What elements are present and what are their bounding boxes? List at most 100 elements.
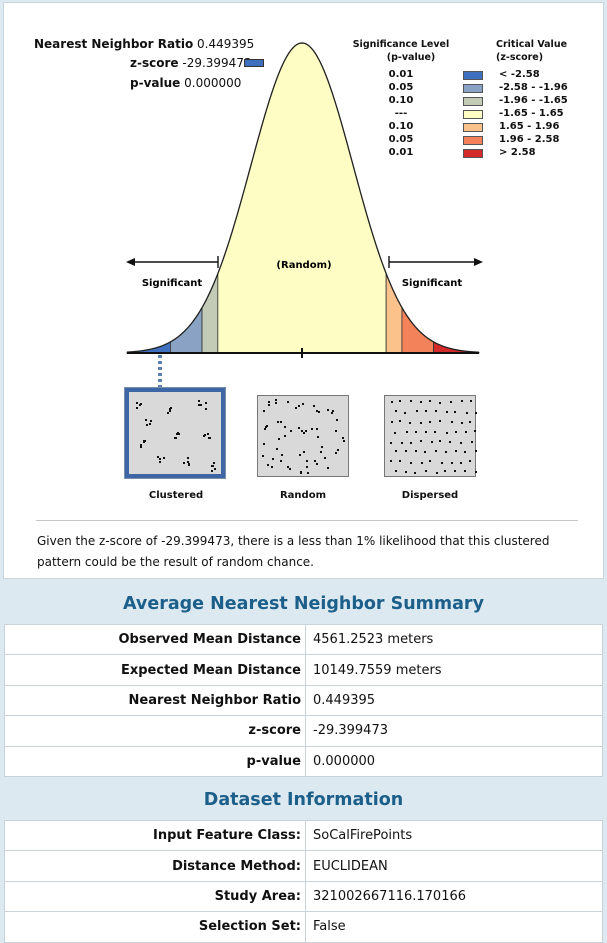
pattern-dot bbox=[305, 430, 308, 433]
pattern-dot bbox=[419, 401, 422, 404]
pattern-dot bbox=[439, 419, 442, 422]
dataset-row: Study Area: 321002667116.170166 bbox=[4, 880, 603, 913]
pattern-dot bbox=[321, 446, 324, 449]
dataset-value: EUCLIDEAN bbox=[305, 850, 603, 882]
pattern-dot bbox=[198, 400, 201, 403]
pattern-dot bbox=[266, 425, 269, 428]
dataset-key: Distance Method: bbox=[4, 850, 306, 882]
pattern-dot bbox=[286, 466, 289, 469]
pattern-dot bbox=[173, 437, 176, 440]
pattern-dot bbox=[148, 422, 151, 425]
pattern-dot bbox=[275, 401, 278, 404]
result-graphic-panel: (Random) Significant Significant Nearest… bbox=[3, 2, 604, 579]
pattern-dot bbox=[280, 453, 283, 456]
clustered-label: Clustered bbox=[148, 490, 204, 501]
pattern-dot bbox=[400, 442, 403, 445]
pattern-dot bbox=[448, 440, 451, 443]
divider bbox=[36, 520, 578, 521]
nn-ratio-stat: Nearest Neighbor Ratio 0.449395 bbox=[34, 37, 255, 51]
pattern-dot bbox=[265, 426, 268, 429]
pattern-dot bbox=[313, 405, 316, 408]
random-pattern-thumbnail bbox=[257, 395, 349, 477]
legend-swatch bbox=[463, 136, 483, 145]
pattern-dot bbox=[463, 470, 466, 473]
significant-left-arrow-icon bbox=[126, 256, 219, 268]
pattern-dot bbox=[409, 442, 412, 445]
legend-row: 0.05 1.96 - 2.58 bbox=[356, 134, 596, 147]
pattern-dot bbox=[429, 420, 432, 423]
pattern-dot bbox=[280, 420, 283, 423]
pattern-dot bbox=[337, 449, 340, 452]
pattern-dot bbox=[284, 435, 287, 438]
summary-value: 0.000000 bbox=[305, 745, 603, 777]
pattern-dot bbox=[167, 412, 170, 415]
pattern-dot bbox=[145, 423, 148, 426]
pattern-dot bbox=[267, 404, 270, 407]
pattern-dot bbox=[391, 401, 394, 404]
pattern-dot bbox=[474, 471, 477, 474]
pattern-dot bbox=[214, 467, 217, 470]
curve-region bbox=[385, 273, 403, 354]
pattern-dot bbox=[283, 425, 286, 428]
pattern-dot bbox=[271, 465, 274, 468]
summary-key: p-value bbox=[4, 745, 306, 777]
p-value-stat: p-value 0.000000 bbox=[130, 76, 242, 90]
pattern-dot bbox=[169, 409, 172, 412]
legend-sig-value: 0.01 bbox=[388, 69, 414, 80]
pattern-dot bbox=[145, 418, 148, 421]
pattern-dot bbox=[294, 407, 297, 410]
pattern-dot bbox=[177, 433, 180, 436]
dispersed-pattern-thumbnail bbox=[384, 395, 477, 477]
pattern-dot bbox=[454, 411, 457, 414]
dataset-key: Input Feature Class: bbox=[4, 819, 306, 852]
pattern-dot bbox=[398, 460, 401, 463]
dispersed-label: Dispersed bbox=[401, 490, 459, 501]
pattern-dot bbox=[460, 421, 463, 424]
legend-row: 0.01 < -2.58 bbox=[356, 69, 596, 82]
dataset-key: Study Area: bbox=[4, 880, 306, 913]
pattern-dot bbox=[168, 407, 171, 410]
pattern-dot bbox=[425, 410, 428, 413]
legend-swatch bbox=[463, 123, 483, 132]
pattern-dot bbox=[158, 457, 161, 460]
dataset-row: Distance Method: EUCLIDEAN bbox=[4, 850, 603, 882]
pattern-dot bbox=[395, 469, 398, 472]
pattern-dot bbox=[315, 427, 318, 430]
pattern-dot bbox=[327, 466, 330, 469]
dataset-value: SoCalFirePoints bbox=[305, 819, 603, 852]
pattern-dot bbox=[140, 444, 143, 447]
legend-row: 0.01 > 2.58 bbox=[356, 147, 596, 160]
legend-sig-value: 0.10 bbox=[388, 121, 414, 132]
dataset-title: Dataset Information bbox=[203, 790, 404, 810]
legend-crit-value: 1.65 - 1.96 bbox=[499, 121, 560, 132]
pattern-dot bbox=[398, 420, 401, 423]
clustered-pattern-thumbnail bbox=[124, 387, 226, 479]
pattern-dot bbox=[341, 437, 344, 440]
summary-value: -29.399473 bbox=[305, 715, 603, 747]
summary-title: Average Nearest Neighbor Summary bbox=[123, 594, 484, 614]
pattern-dot bbox=[140, 445, 143, 448]
pattern-dot bbox=[289, 429, 292, 432]
legend-swatch bbox=[463, 84, 483, 93]
random-pattern-label: Random bbox=[279, 490, 326, 501]
legend-crit-header: Critical Value (z-score) bbox=[496, 39, 568, 63]
pattern-dot bbox=[327, 409, 330, 412]
pattern-dot bbox=[280, 460, 283, 463]
pattern-dot bbox=[271, 457, 274, 460]
summary-row: Expected Mean Distance 10149.7559 meters bbox=[4, 654, 603, 686]
pattern-dot bbox=[211, 469, 214, 472]
legend-crit-value: -2.58 - -1.96 bbox=[499, 82, 568, 93]
pattern-dot bbox=[470, 441, 473, 444]
pattern-dot bbox=[453, 470, 456, 473]
pattern-dot bbox=[451, 461, 454, 464]
pattern-dot bbox=[186, 461, 189, 464]
pattern-dot bbox=[335, 452, 338, 455]
pattern-dot bbox=[342, 440, 345, 443]
pattern-dot bbox=[389, 442, 392, 445]
pattern-dot bbox=[306, 460, 309, 463]
pattern-dot bbox=[445, 410, 448, 413]
pattern-dot bbox=[433, 430, 436, 433]
pattern-dot bbox=[197, 403, 200, 406]
legend-sig-value: 0.05 bbox=[388, 82, 414, 93]
pattern-dot bbox=[176, 431, 179, 434]
